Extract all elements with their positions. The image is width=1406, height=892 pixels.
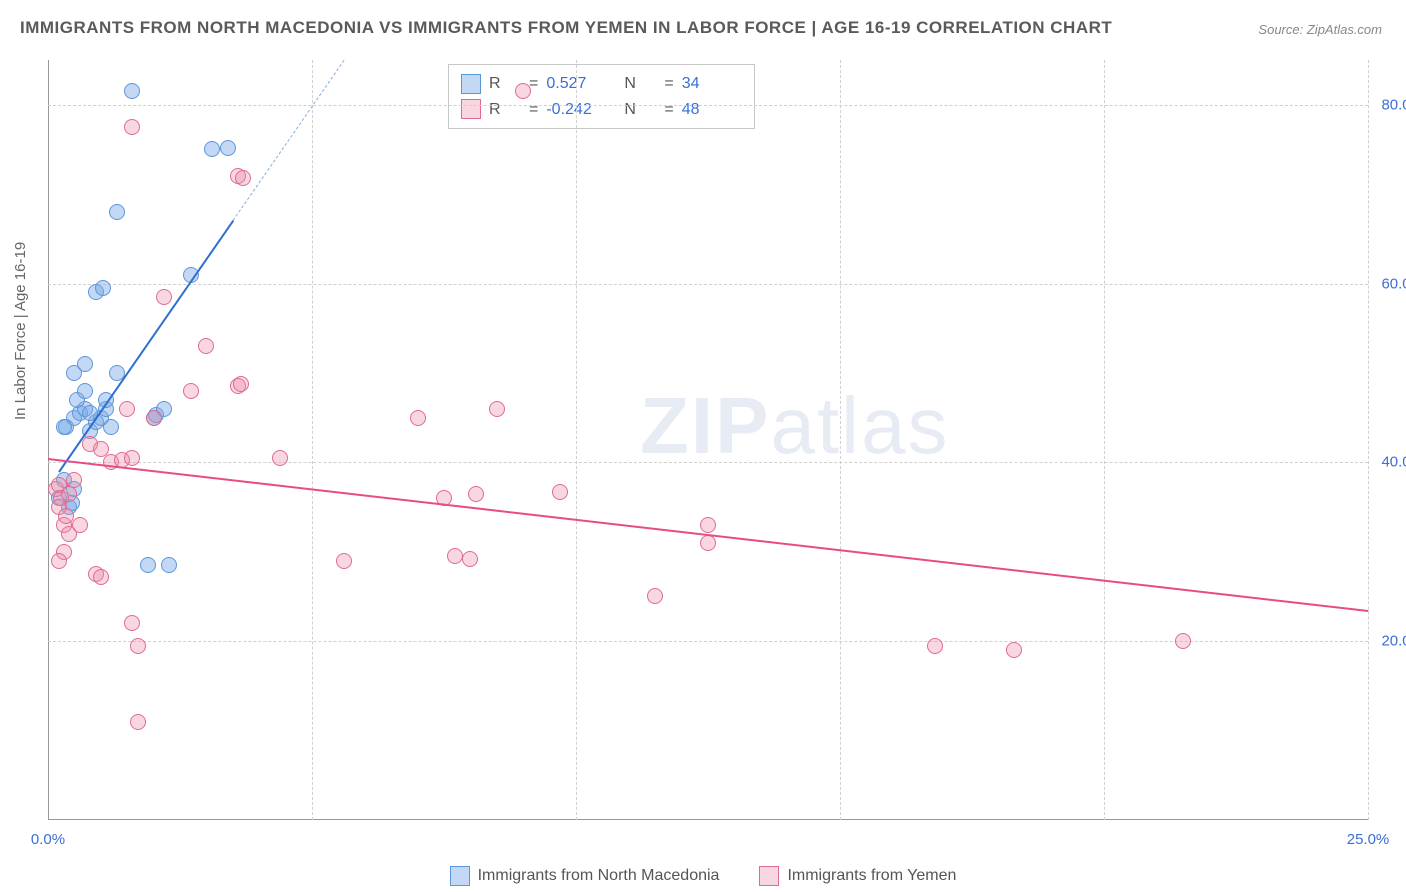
y-axis (48, 60, 49, 820)
chart-title: IMMIGRANTS FROM NORTH MACEDONIA VS IMMIG… (20, 18, 1112, 38)
x-tick-label: 0.0% (31, 831, 65, 848)
gridline-v (1104, 60, 1105, 820)
data-point (647, 588, 663, 604)
data-point (124, 83, 140, 99)
x-tick-label: 25.0% (1347, 831, 1390, 848)
legend-eq: = (664, 71, 673, 97)
data-point (552, 484, 568, 500)
data-point (146, 410, 162, 426)
x-axis (48, 819, 1368, 820)
gridline-h (48, 462, 1368, 463)
y-axis-label: In Labor Force | Age 16-19 (12, 242, 29, 420)
data-point (66, 472, 82, 488)
legend-row: R = -0.242 N = 48 (461, 97, 742, 123)
gridline-v (1368, 60, 1369, 820)
data-point (72, 517, 88, 533)
legend-swatch (450, 866, 470, 886)
legend-n-value: 48 (682, 97, 742, 123)
data-point (198, 338, 214, 354)
data-point (93, 569, 109, 585)
source-label: Source: (1258, 22, 1303, 37)
data-point (51, 553, 67, 569)
legend-r-value: -0.242 (546, 97, 616, 123)
data-point (462, 551, 478, 567)
legend-eq: = (529, 97, 538, 123)
data-point (130, 638, 146, 654)
data-point (77, 356, 93, 372)
data-point (204, 141, 220, 157)
legend-item: Immigrants from North Macedonia (450, 866, 720, 886)
data-point (109, 204, 125, 220)
scatter-plot: R=0.527N=34R=-0.242N=48 20.0%40.0%60.0%8… (48, 60, 1368, 820)
legend-swatch (759, 866, 779, 886)
data-point (1175, 633, 1191, 649)
legend-swatch (461, 99, 481, 119)
gridline-v (576, 60, 577, 820)
legend-r-label: R (489, 97, 521, 123)
data-point (183, 383, 199, 399)
legend-r-value: 0.527 (546, 71, 616, 97)
data-point (336, 553, 352, 569)
source-credit: Source: ZipAtlas.com (1258, 22, 1382, 37)
y-tick-label: 80.0% (1374, 96, 1406, 113)
data-point (515, 83, 531, 99)
legend-n-label: N (624, 71, 656, 97)
data-point (161, 557, 177, 573)
series-legend: Immigrants from North Macedonia Immigrant… (0, 866, 1406, 886)
gridline-v (840, 60, 841, 820)
data-point (56, 419, 72, 435)
legend-row: R=0.527N=34 (461, 71, 742, 97)
gridline-h (48, 284, 1368, 285)
data-point (124, 450, 140, 466)
data-point (410, 410, 426, 426)
y-tick-label: 40.0% (1374, 454, 1406, 471)
data-point (468, 486, 484, 502)
data-point (93, 441, 109, 457)
correlation-legend: R = 0.527 N = 34R = -0.242 N = 48 (448, 64, 755, 129)
source-name: ZipAtlas.com (1307, 22, 1382, 37)
data-point (927, 638, 943, 654)
data-point (235, 170, 251, 186)
legend-label: Immigrants from North Macedonia (478, 867, 720, 885)
data-point (103, 419, 119, 435)
y-tick-label: 20.0% (1374, 633, 1406, 650)
gridline-h (48, 105, 1368, 106)
data-point (272, 450, 288, 466)
data-point (1006, 642, 1022, 658)
legend-eq: = (664, 97, 673, 123)
data-point (140, 557, 156, 573)
data-point (95, 280, 111, 296)
data-point (489, 401, 505, 417)
legend-item: Immigrants from Yemen (759, 866, 956, 886)
trend-line (232, 60, 344, 221)
legend-swatch (461, 74, 481, 94)
data-point (447, 548, 463, 564)
data-point (77, 383, 93, 399)
legend-n-label: N (624, 97, 656, 123)
data-point (233, 376, 249, 392)
trend-line (48, 458, 1368, 612)
data-point (119, 401, 135, 417)
data-point (700, 517, 716, 533)
data-point (700, 535, 716, 551)
y-tick-label: 60.0% (1374, 275, 1406, 292)
data-point (156, 289, 172, 305)
data-point (130, 714, 146, 730)
gridline-h (48, 641, 1368, 642)
legend-n-value: 34 (682, 71, 742, 97)
data-point (124, 119, 140, 135)
data-point (124, 615, 140, 631)
data-point (220, 140, 236, 156)
gridline-v (312, 60, 313, 820)
legend-label: Immigrants from Yemen (787, 867, 956, 885)
